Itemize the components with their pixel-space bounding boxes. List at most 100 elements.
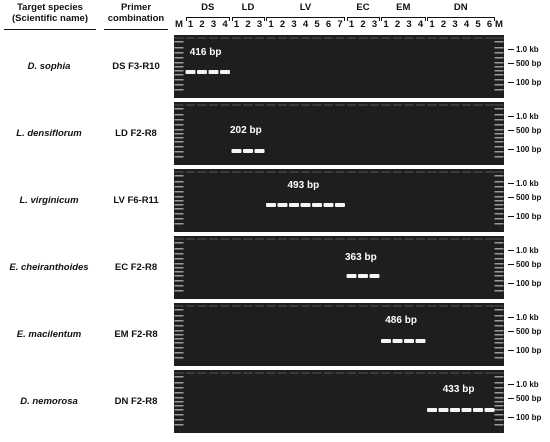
band-size-label: 486 bp	[385, 315, 417, 326]
ladder-band	[494, 271, 504, 273]
gel-well	[450, 238, 460, 240]
pcr-band	[231, 149, 242, 153]
gel-well	[494, 372, 504, 374]
ladder-band	[174, 387, 184, 389]
ladder-band	[174, 419, 184, 421]
ladder-band	[174, 181, 184, 183]
ladder-band	[174, 146, 184, 148]
gel-well	[358, 104, 368, 106]
gel-well	[473, 171, 483, 173]
gel-well	[347, 238, 356, 240]
gel-well	[312, 238, 322, 240]
gel-well	[439, 37, 448, 39]
ladder-band	[494, 52, 504, 54]
ladder-band	[494, 200, 504, 202]
gel-svg	[174, 303, 504, 366]
marker-tick	[508, 197, 514, 199]
gel-well	[416, 305, 425, 307]
gel-well	[289, 238, 299, 240]
ladder-band	[494, 181, 504, 183]
gel-well	[324, 104, 333, 106]
marker-tick	[508, 130, 514, 132]
marker-size-text: 500 bp	[516, 260, 542, 269]
ladder-band	[494, 218, 504, 220]
ladder-band	[174, 223, 184, 225]
gel-well	[347, 171, 356, 173]
band-size-label: 416 bp	[189, 47, 222, 58]
ladder-band	[494, 267, 504, 269]
lane-label: 3	[452, 19, 458, 30]
ladder-band	[174, 290, 184, 292]
primer-combination: EC F2-R8	[114, 261, 158, 273]
ladder-band	[174, 409, 184, 411]
ladder-band	[494, 196, 504, 198]
gel-well	[278, 171, 287, 173]
ladder-band	[174, 309, 184, 311]
lane-label: 1	[429, 19, 435, 30]
lane-label: 1	[233, 19, 240, 30]
ladder-band	[174, 248, 184, 250]
pcr-band	[185, 70, 196, 74]
gel-well	[439, 104, 448, 106]
gel-well	[393, 238, 402, 240]
gel-well	[370, 305, 379, 307]
ladder-band	[174, 208, 184, 210]
gel-well	[301, 305, 310, 307]
pcr-band	[484, 408, 495, 412]
gel-well	[358, 37, 368, 39]
species-header: Target species (Scientific name)	[2, 2, 98, 24]
gel-well	[450, 372, 460, 374]
lane-group-em: EM	[381, 3, 426, 21]
marker-tick	[508, 417, 514, 419]
gel-well	[404, 171, 414, 173]
lane-group-bracket	[427, 17, 495, 21]
pcr-band	[277, 203, 288, 207]
gel-well	[255, 372, 264, 374]
ladder-band	[494, 342, 504, 344]
ladder-band	[494, 156, 504, 158]
gel-well	[243, 372, 253, 374]
ladder-band	[174, 47, 184, 49]
gel-well	[485, 305, 494, 307]
gel-well	[312, 171, 322, 173]
ladder-band	[494, 419, 504, 421]
ladder-band	[174, 79, 184, 81]
gel-well	[393, 305, 402, 307]
ladder-band	[174, 151, 184, 153]
marker-size-text: 100 bp	[516, 78, 542, 87]
ladder-band	[494, 382, 504, 384]
gel-well	[243, 171, 253, 173]
gel-well	[197, 37, 207, 39]
ladder-band	[174, 271, 184, 273]
ladder-band	[174, 57, 184, 59]
gel-well	[450, 104, 460, 106]
ladder-band	[494, 191, 504, 193]
pcr-band	[461, 408, 472, 412]
marker-size-text: 100 bp	[516, 346, 542, 355]
gel-well	[174, 37, 184, 39]
marker-tick	[508, 149, 514, 151]
gel-well	[494, 171, 504, 173]
lane-label: 2	[199, 19, 205, 30]
gel-well	[393, 104, 402, 106]
pcr-band	[369, 274, 380, 278]
gel-well	[347, 372, 356, 374]
gel-well	[220, 372, 230, 374]
gel-well	[335, 372, 345, 374]
gel-well	[232, 37, 241, 39]
ladder-band	[494, 338, 504, 340]
gel-well	[416, 171, 425, 173]
gel-well	[416, 37, 425, 39]
ladder-band	[494, 223, 504, 225]
ladder-band	[174, 242, 184, 244]
gel-well	[278, 104, 287, 106]
gel-well	[494, 238, 504, 240]
gel-well	[289, 104, 299, 106]
lane-label: 1	[348, 19, 355, 30]
pcr-band	[392, 339, 403, 343]
ladder-band	[174, 204, 184, 206]
gel-well	[301, 372, 310, 374]
lane-label: 7	[337, 19, 343, 30]
species-name: E. macilentum	[16, 328, 82, 340]
ladder-band	[174, 325, 184, 327]
